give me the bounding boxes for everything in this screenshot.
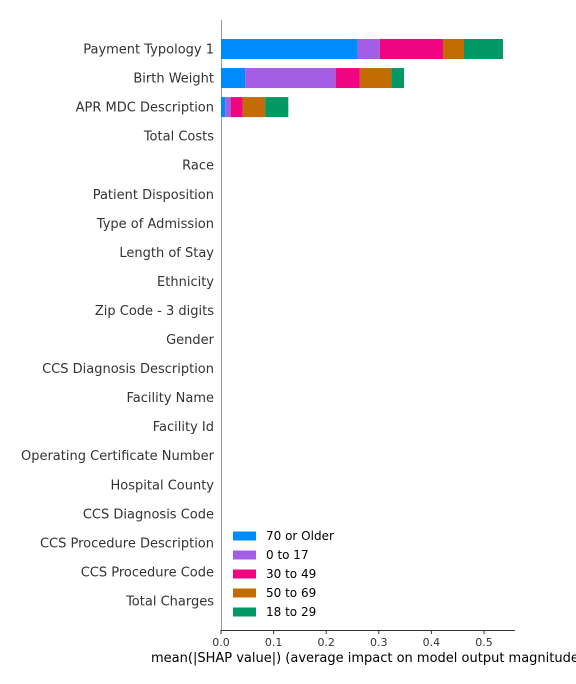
feature-label: Type of Admission <box>96 217 214 232</box>
bar-segment <box>335 68 360 89</box>
legend-label: 50 to 69 <box>266 586 316 600</box>
legend: 70 or Older 0 to 17 30 to 49 50 to 69 18 to … <box>233 529 334 619</box>
feature-label: Patient Disposition <box>93 188 214 203</box>
feature-label: Race <box>182 159 214 174</box>
x-tick-label: 0.3 <box>370 636 388 649</box>
feature-label: CCS Diagnosis Code <box>83 507 214 522</box>
bar-segment <box>221 39 358 59</box>
feature-label: Payment Typology 1 <box>83 43 214 58</box>
feature-label: Birth Weight <box>133 72 214 87</box>
x-tick-label: 0.5 <box>475 636 493 649</box>
feature-label: CCS Procedure Code <box>81 565 214 580</box>
x-tick-label: 0.1 <box>265 636 283 649</box>
bar-segment <box>225 97 231 118</box>
legend-label: 70 or Older <box>266 529 334 543</box>
x-tick-label: 0.2 <box>317 636 335 649</box>
feature-label: Facility Name <box>126 391 214 406</box>
feature-label: Facility Id <box>153 420 214 435</box>
legend-label: 18 to 29 <box>266 605 316 619</box>
bar-segment <box>442 39 465 59</box>
legend-swatch <box>233 531 256 541</box>
bar-segment <box>221 68 246 89</box>
feature-label: Hospital County <box>111 478 215 493</box>
feature-label: Operating Certificate Number <box>21 449 215 464</box>
bar-segment <box>221 97 226 118</box>
bar-segment <box>357 39 380 59</box>
bar-segment <box>265 97 289 118</box>
feature-label: Total Costs <box>143 130 214 145</box>
feature-label: Zip Code - 3 digits <box>95 304 214 319</box>
legend-swatch <box>233 607 256 617</box>
legend-swatch <box>233 588 256 598</box>
bar-segment <box>464 39 503 59</box>
feature-label: CCS Diagnosis Description <box>42 362 214 377</box>
feature-label: CCS Procedure Description <box>40 536 214 551</box>
feature-label: Gender <box>166 333 215 348</box>
feature-labels: Payment Typology 1 Birth Weight APR MDC De… <box>21 43 215 610</box>
x-axis-title: mean(|SHAP value|) (average impact on mo… <box>151 651 576 666</box>
legend-label: 30 to 49 <box>266 567 316 581</box>
bar-segment <box>359 68 392 89</box>
x-axis: 0.0 0.1 0.2 0.3 0.4 0.5 <box>212 630 515 649</box>
x-tick-label: 0.4 <box>423 636 441 649</box>
x-tick-label: 0.0 <box>212 636 230 649</box>
bar-segment <box>245 68 336 89</box>
plot-area <box>221 20 503 630</box>
legend-swatch <box>233 569 256 579</box>
bar-segment <box>242 97 266 118</box>
bar-segment <box>379 39 443 59</box>
feature-label: Length of Stay <box>119 246 214 261</box>
legend-swatch <box>233 550 256 560</box>
legend-label: 0 to 17 <box>266 548 309 562</box>
bar-segment <box>230 97 243 118</box>
feature-label: Ethnicity <box>157 275 214 290</box>
bar-segment <box>391 68 405 89</box>
feature-label: APR MDC Description <box>76 101 214 116</box>
feature-label: Total Charges <box>125 594 214 609</box>
